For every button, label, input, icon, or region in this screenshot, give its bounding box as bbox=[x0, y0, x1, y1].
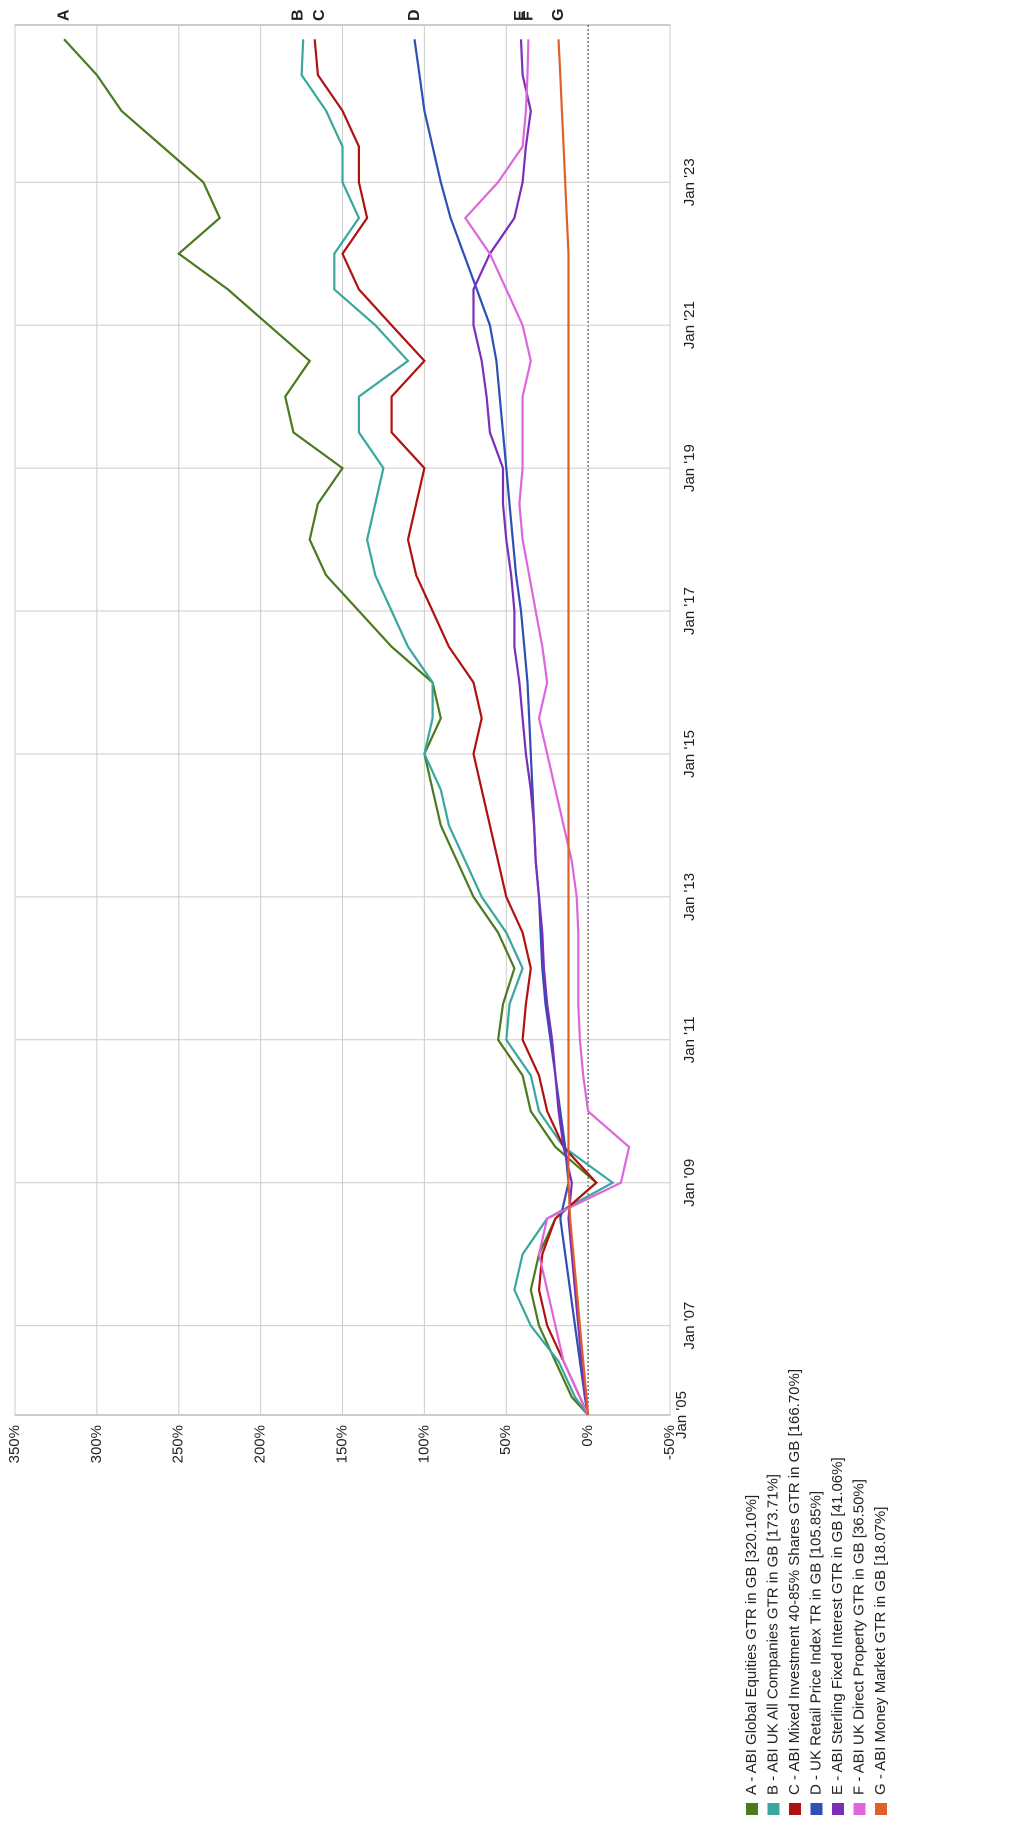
legend-swatch bbox=[746, 1803, 758, 1815]
y-tick-label: 300% bbox=[88, 1425, 105, 1463]
series-line bbox=[463, 39, 631, 1416]
legend-label: D - UK Retail Price Index TR in GB [105.… bbox=[807, 1491, 824, 1795]
legend-label: E - ABI Sterling Fixed Interest GTR in G… bbox=[829, 1457, 846, 1795]
series-line bbox=[313, 39, 598, 1416]
legend-label: G - ABI Money Market GTR in GB [18.07%] bbox=[872, 1507, 889, 1795]
series-line bbox=[413, 39, 590, 1416]
x-tick-label: Jan '15 bbox=[681, 730, 698, 778]
end-label: B bbox=[289, 9, 306, 21]
rotated-chart: -50% 0% 50% 100% 150% 200% 250% 300% 350% Jan '07… bbox=[6, 9, 889, 1815]
legend-label: F - ABI UK Direct Property GTR in GB [36… bbox=[850, 1479, 867, 1795]
legend-swatch bbox=[810, 1803, 823, 1815]
x-tick-label: Jan '11 bbox=[681, 1016, 698, 1063]
series-line bbox=[472, 39, 590, 1416]
y-tick-label: 50% bbox=[497, 1425, 514, 1455]
legend-swatch bbox=[853, 1803, 866, 1815]
legend-label: A - ABI Global Equities GTR in GB [320.1… bbox=[743, 1495, 760, 1795]
y-tick-label: 150% bbox=[333, 1425, 350, 1463]
end-label: E bbox=[512, 10, 529, 21]
series-line bbox=[300, 39, 615, 1416]
x-start-label: Jan '05 bbox=[673, 1391, 690, 1439]
series-line bbox=[63, 38, 598, 1416]
x-tick-label: Jan '23 bbox=[681, 158, 698, 206]
y-tick-label: 250% bbox=[170, 1425, 187, 1463]
legend-label: B - ABI UK All Companies GTR in GB [173.… bbox=[764, 1474, 781, 1795]
legend-swatch bbox=[832, 1803, 844, 1815]
series-line bbox=[557, 39, 590, 1416]
x-tick-label: Jan '17 bbox=[681, 587, 698, 635]
x-tick-label: Jan '19 bbox=[681, 444, 698, 492]
y-tick-label: 200% bbox=[252, 1425, 269, 1463]
legend-swatch bbox=[767, 1803, 780, 1815]
x-tick-label: Jan '13 bbox=[681, 873, 698, 921]
y-tick-label: 0% bbox=[579, 1425, 596, 1447]
x-tick-label: Jan '09 bbox=[681, 1159, 698, 1207]
y-tick-label: -50% bbox=[661, 1425, 678, 1460]
end-label: A bbox=[55, 9, 72, 21]
legend-swatch bbox=[789, 1803, 801, 1815]
end-label: C bbox=[311, 9, 328, 21]
x-tick-label: Jan '07 bbox=[681, 1302, 698, 1350]
end-label: D bbox=[406, 9, 423, 21]
end-label: G bbox=[550, 9, 567, 21]
legend-label: C - ABI Mixed Investment 40-85% Shares G… bbox=[786, 1369, 803, 1795]
y-tick-label: 100% bbox=[415, 1425, 432, 1463]
y-tick-label: 350% bbox=[6, 1425, 23, 1463]
legend-swatch bbox=[875, 1803, 887, 1815]
x-tick-label: Jan '21 bbox=[681, 301, 698, 349]
end-label: F bbox=[520, 11, 537, 21]
